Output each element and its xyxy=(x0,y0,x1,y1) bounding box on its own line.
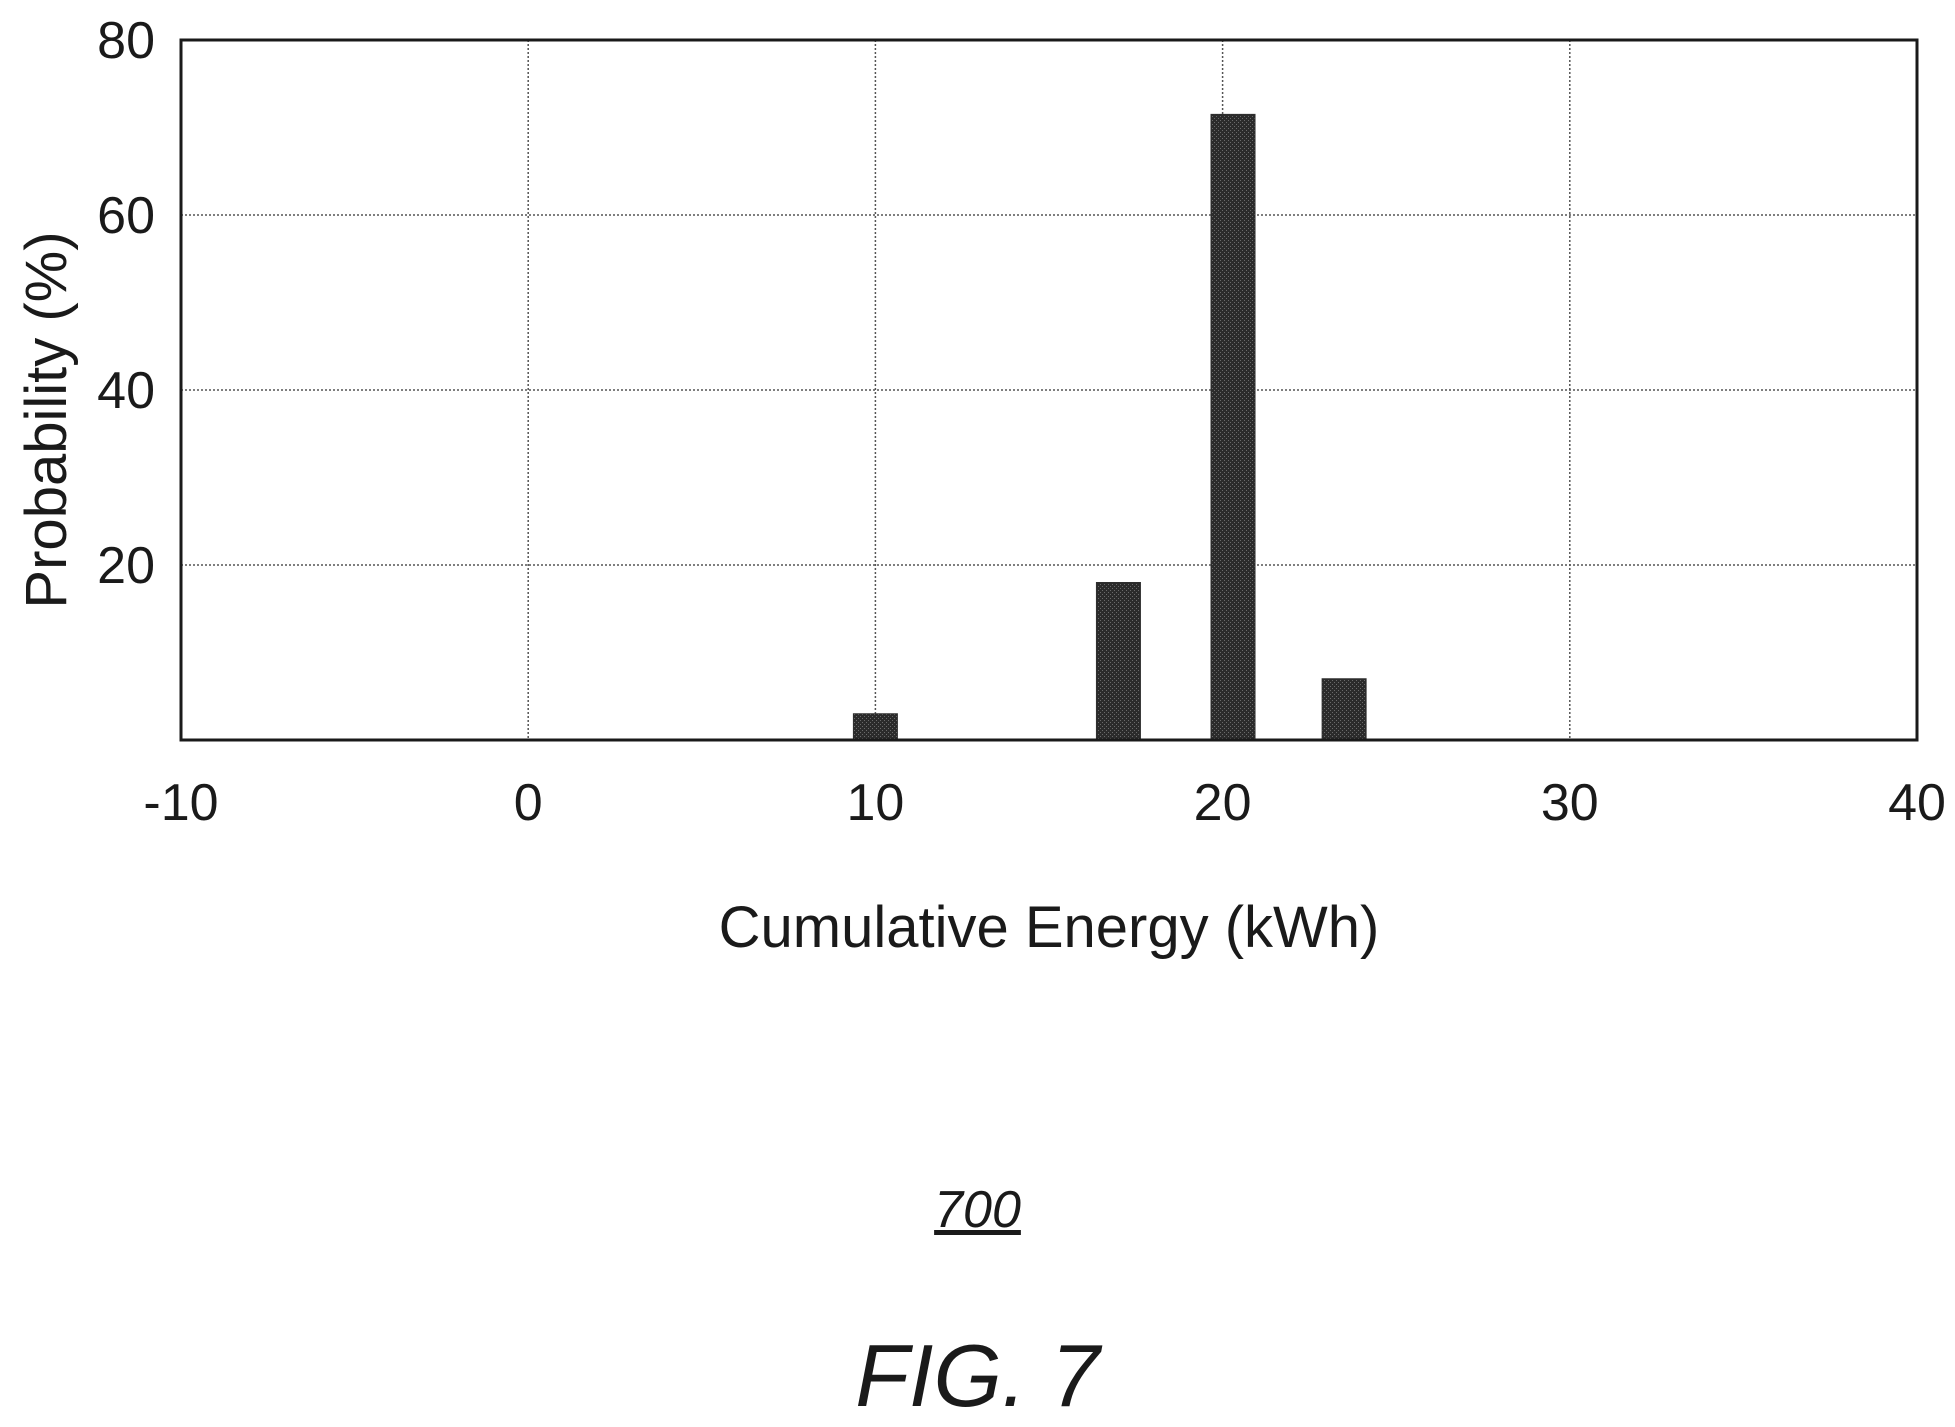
y-tick-label: 20 xyxy=(97,537,155,595)
x-tick-label: 20 xyxy=(1194,774,1252,832)
bar-3 xyxy=(1321,678,1367,741)
x-tick-label: 30 xyxy=(1541,774,1599,832)
figure-reference-number: 700 xyxy=(934,1181,1021,1239)
plot-frame xyxy=(179,38,1919,742)
y-tick-labels: 20 40 60 80 xyxy=(97,12,155,595)
y-tick-label: 60 xyxy=(97,187,155,245)
y-tick-label: 40 xyxy=(97,362,155,420)
bar-0 xyxy=(852,713,898,741)
x-tick-label: 10 xyxy=(846,774,904,832)
grid-lines xyxy=(181,40,1917,740)
y-axis-title: Probability (%) xyxy=(14,231,79,608)
bars xyxy=(852,113,1367,741)
x-tick-label: -10 xyxy=(143,774,218,832)
y-tick-label: 80 xyxy=(97,12,155,70)
figure-caption: FIG. 7 xyxy=(855,1326,1100,1425)
x-tick-labels: -10 0 10 20 30 40 xyxy=(143,774,1946,832)
bar-2 xyxy=(1210,113,1256,741)
x-tick-label: 0 xyxy=(514,774,543,832)
x-tick-label: 40 xyxy=(1888,774,1946,832)
bar-1 xyxy=(1095,582,1141,741)
x-axis-title: Cumulative Energy (kWh) xyxy=(719,895,1380,960)
